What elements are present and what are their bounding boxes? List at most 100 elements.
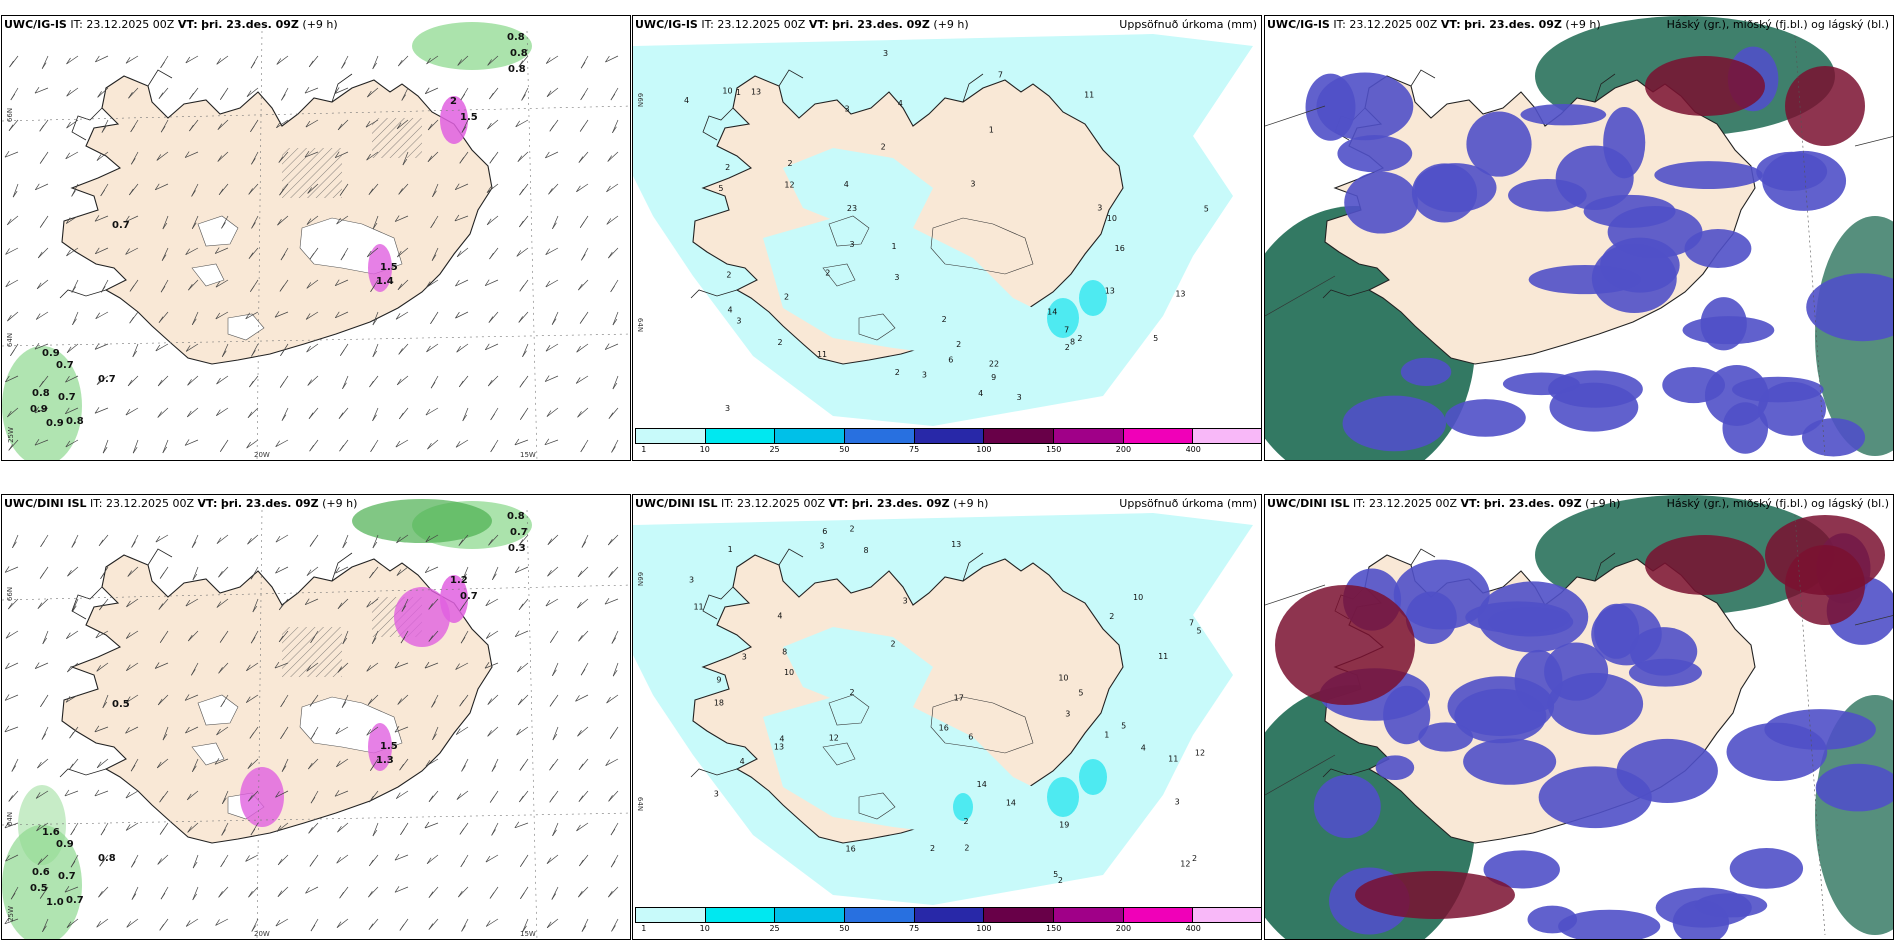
- wind-barb: [275, 534, 289, 543]
- wind-barb: [66, 55, 79, 65]
- wind-barb: [394, 726, 409, 733]
- glacier: [191, 263, 225, 287]
- precip-value: 10: [722, 87, 732, 96]
- precip-value: 19: [1059, 820, 1069, 829]
- wind-barb: [372, 215, 379, 230]
- cloud-title: Háský (gr.), miðský (fj.bl.) og lágský (…: [1666, 18, 1889, 31]
- wind-barb: [306, 566, 319, 576]
- wind-barb: [157, 407, 169, 418]
- wind-barb: [216, 534, 229, 544]
- wind-barb: [125, 55, 139, 64]
- colorbar-label: 150: [1046, 445, 1062, 454]
- wind-barb: [218, 886, 229, 898]
- wind-barb: [94, 407, 109, 414]
- wind-barb: [95, 311, 109, 320]
- wind-barb: [94, 343, 109, 350]
- wind-barb: [487, 119, 499, 130]
- hatched-area: [282, 148, 342, 198]
- glacier: [828, 694, 870, 726]
- wind-barb: [34, 439, 49, 446]
- longitude-line: [526, 30, 538, 460]
- wind-barb: [342, 534, 349, 549]
- wind-barb: [5, 662, 19, 670]
- precip-value: 2: [784, 292, 789, 301]
- wind-barb: [486, 183, 499, 193]
- wind-barb: [306, 215, 319, 225]
- visibility-value: 0.7: [510, 527, 528, 538]
- wind-barb: [545, 598, 559, 607]
- wind-barb: [335, 279, 349, 287]
- lat-label: 64N: [636, 796, 645, 812]
- precip-value: 2: [956, 340, 961, 349]
- wind-barb: [427, 151, 439, 163]
- precip-value: 14: [1047, 308, 1057, 317]
- wind-barb: [156, 758, 169, 769]
- precip-value: 11: [693, 602, 703, 611]
- wind-barb: [606, 694, 619, 704]
- precip-value: 12: [784, 181, 794, 190]
- visibility-value: 0.5: [30, 883, 48, 894]
- visibility-value: 0.7: [460, 591, 478, 602]
- it-label: IT:: [70, 18, 83, 31]
- colorbar-label: 200: [1115, 924, 1132, 933]
- mid-cloud-area: [1400, 357, 1452, 387]
- model-name: UWC/DINI ISL: [635, 497, 718, 510]
- wind-barb: [96, 758, 109, 769]
- wind-barb: [36, 279, 49, 290]
- wind-barb: [396, 790, 409, 799]
- wind-barb: [162, 726, 169, 741]
- mid-cloud-area: [1729, 848, 1804, 889]
- model-name: UWC/DINI ISL: [4, 497, 87, 510]
- wind-barb: [66, 247, 79, 257]
- colorbar-label: 100: [976, 445, 992, 454]
- panel-title: UWC/DINI ISL IT: 23.12.2025 00Z VT: þri.…: [635, 497, 988, 510]
- wind-barb: [5, 375, 19, 383]
- wind-barb: [552, 726, 559, 741]
- wind-barb: [336, 758, 349, 768]
- wind-barb: [337, 662, 349, 673]
- mid-cloud-area: [1454, 688, 1547, 744]
- precip-value: 2: [1077, 334, 1082, 343]
- heavy-precip-area: [953, 793, 973, 821]
- wind-barb: [65, 694, 79, 703]
- wind-barb: [604, 598, 619, 605]
- lead-time: (+9 h): [1565, 18, 1601, 31]
- wind-barb: [577, 566, 589, 578]
- it-label: IT:: [90, 497, 103, 510]
- precip-value: 10: [1058, 674, 1068, 683]
- precip-value: 5: [718, 184, 723, 193]
- wind-barb: [396, 566, 409, 576]
- wind-barb: [94, 790, 109, 797]
- wind-barb: [162, 215, 169, 230]
- wind-barb: [184, 439, 199, 446]
- precip-value: 14: [977, 780, 987, 789]
- precip-value: 8: [864, 546, 869, 555]
- mid-cloud-area: [1555, 145, 1634, 211]
- wind-barb: [304, 87, 319, 94]
- wind-barb: [517, 151, 529, 162]
- wind-barb: [372, 407, 379, 422]
- low-cloud-area: [1275, 585, 1415, 705]
- wind-barb: [128, 87, 139, 99]
- wind-barb: [605, 55, 619, 63]
- wind-barb: [305, 598, 319, 605]
- precip-value: 4: [978, 389, 983, 398]
- it-value: 23.12.2025 00Z: [737, 497, 826, 510]
- mid-cloud-area: [1682, 316, 1775, 345]
- wind-barb: [462, 407, 469, 422]
- panel-title: UWC/DINI ISL IT: 23.12.2025 00Z VT: þri.…: [1267, 497, 1620, 510]
- wind-barb: [336, 918, 349, 928]
- low-visibility-area: [240, 767, 284, 827]
- mid-cloud-area: [1465, 601, 1571, 634]
- precip-area: [763, 218, 1123, 358]
- wind-barb: [275, 790, 289, 798]
- precip-value: 2: [1065, 343, 1070, 352]
- grid-line: [1854, 615, 1893, 626]
- precip-value: 9: [991, 373, 996, 382]
- precip-value: 3: [1065, 709, 1070, 718]
- wind-barb: [394, 886, 409, 893]
- wind-barb: [336, 215, 349, 225]
- precip-value: 16: [846, 844, 856, 853]
- wind-barb: [185, 598, 199, 607]
- wind-barb: [4, 694, 19, 701]
